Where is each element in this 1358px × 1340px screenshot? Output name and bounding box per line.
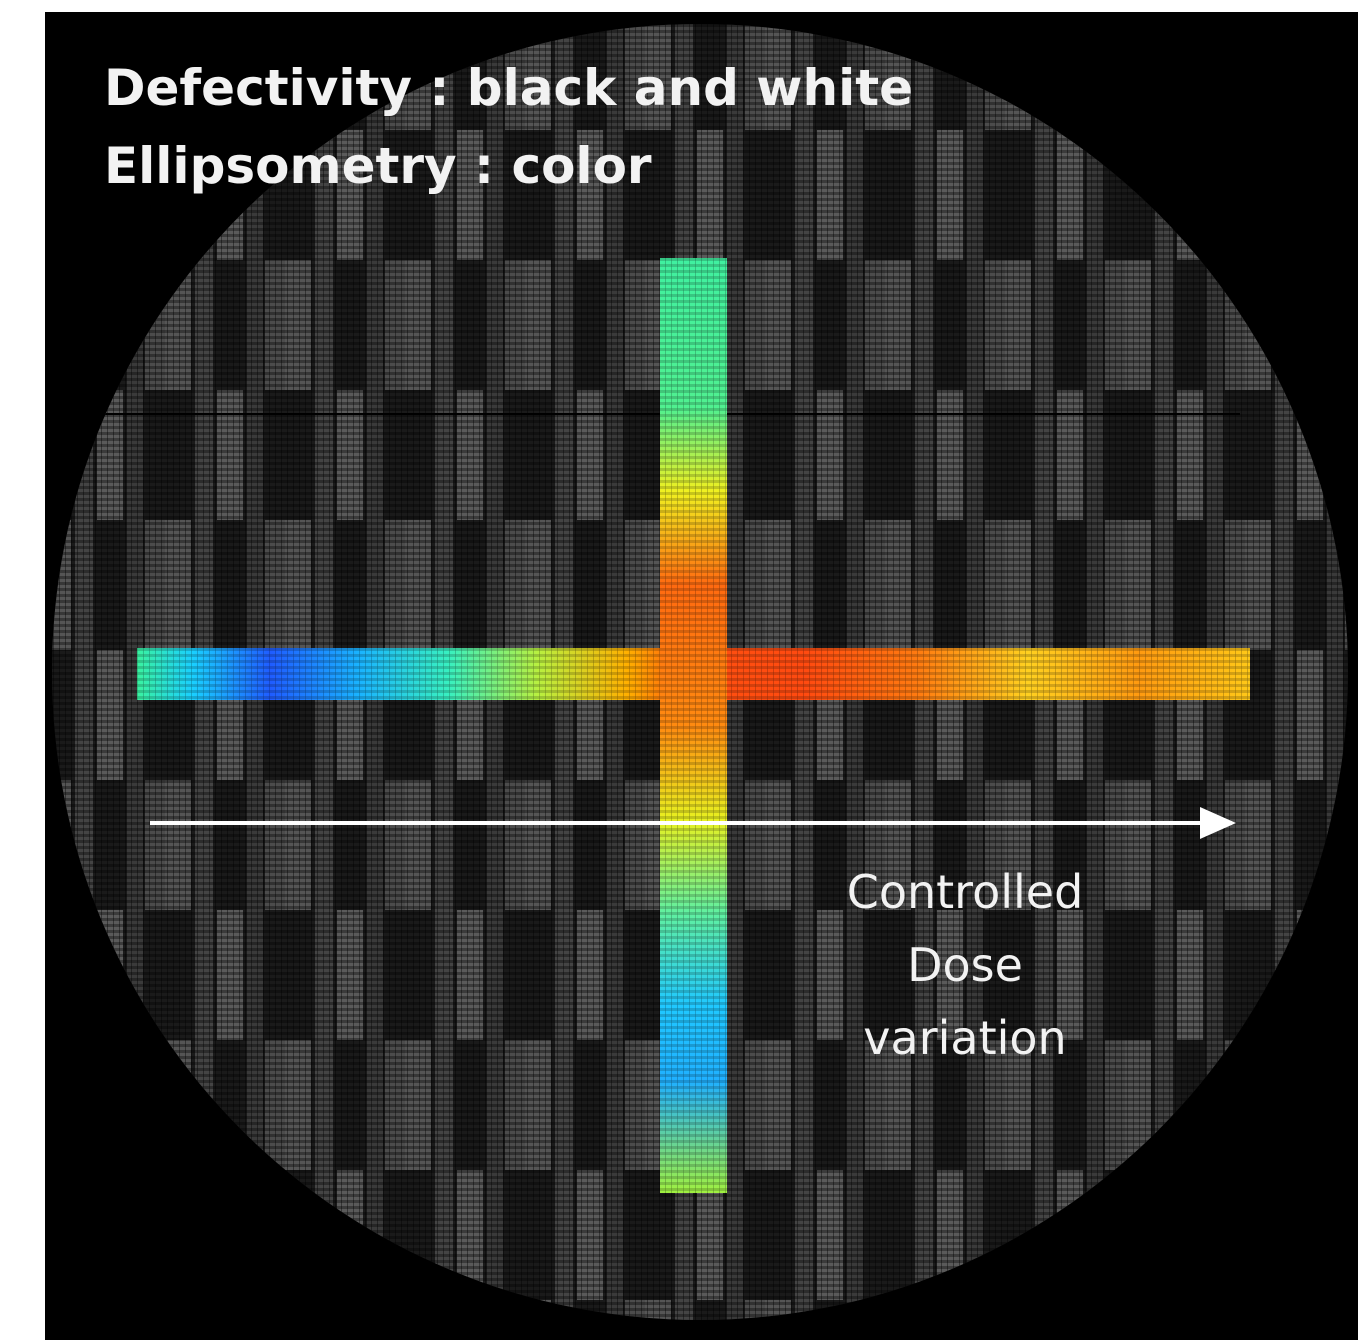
annotation-line: Controlled xyxy=(847,865,1084,919)
annotation-line: Dose xyxy=(907,938,1023,992)
legend-line: Defectivity : black and white xyxy=(104,59,913,117)
legend-line: Ellipsometry : color xyxy=(104,137,652,195)
page: Defectivity : black and white Ellipsomet… xyxy=(0,0,1358,1340)
figure: Defectivity : black and white Ellipsomet… xyxy=(0,0,1358,1340)
annotation-line: variation xyxy=(863,1011,1066,1065)
